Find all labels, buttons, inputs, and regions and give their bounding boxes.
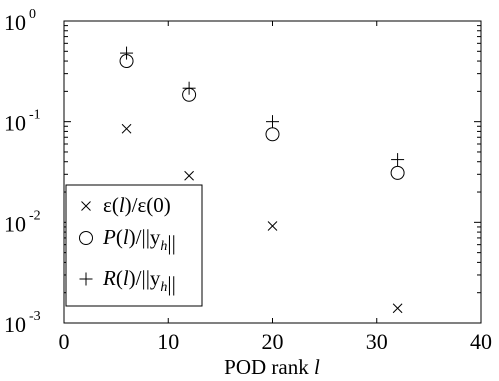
y-tick-label-exponent: 0 — [29, 7, 36, 22]
legend-label: P(l)/||yh|| — [102, 225, 176, 255]
y-tick-label-base: 10 — [4, 211, 26, 236]
data-point-circle — [265, 127, 280, 142]
data-point-plus — [391, 153, 405, 167]
y-tick-label-exponent: -1 — [29, 108, 41, 123]
x-axis-label-symbol: l — [314, 355, 320, 379]
x-tick-labels: 0 10 20 30 40 — [59, 329, 493, 354]
x-tick-label: 10 — [157, 329, 179, 354]
x-tick-label: 20 — [262, 329, 284, 354]
y-tick-label: 10 0 — [4, 7, 36, 35]
data-point-plus — [182, 81, 196, 95]
data-point-x — [392, 303, 403, 314]
data-point-plus — [120, 46, 134, 60]
x-tick-label: 0 — [59, 329, 70, 354]
y-tick-label: 10 -1 — [4, 108, 41, 136]
data-point-x — [121, 123, 132, 134]
legend-marker-plus — [79, 272, 93, 286]
legend-box — [65, 184, 203, 307]
y-tick-label-base: 10 — [4, 10, 26, 35]
data-point-x — [267, 221, 278, 231]
y-tick-label: 10 -3 — [4, 309, 41, 337]
y-tick-label: 10 -2 — [4, 208, 41, 236]
legend-marker-x — [81, 201, 91, 211]
legend-marker-circle — [79, 231, 93, 245]
data-marks — [119, 46, 405, 314]
legend-label: R(l)/||yh|| — [102, 266, 176, 296]
y-tick-label-base: 10 — [4, 111, 26, 136]
y-tick-label-exponent: -2 — [29, 208, 41, 223]
legend: ε(l)/ε(0) P(l)/||yh|| R(l)/||yh|| — [65, 184, 203, 307]
data-point-plus — [266, 115, 279, 129]
data-point-circle — [390, 165, 405, 180]
legend-label: ε(l)/ε(0) — [103, 193, 171, 217]
data-point-x — [184, 170, 194, 181]
y-tick-label-exponent: -3 — [29, 309, 41, 324]
y-tick-label-base: 10 — [4, 312, 26, 337]
x-axis-label: POD rank l — [224, 355, 320, 379]
x-tick-label: 30 — [366, 329, 388, 354]
x-tick-label: 40 — [470, 329, 492, 354]
